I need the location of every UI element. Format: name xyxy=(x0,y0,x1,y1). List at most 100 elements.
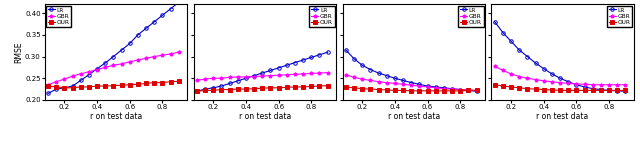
LR xyxy=(473,90,481,92)
Line: GBR: GBR xyxy=(46,50,180,86)
GBR xyxy=(367,80,374,81)
LR xyxy=(283,64,291,66)
LR xyxy=(167,8,175,10)
GBR xyxy=(456,89,464,90)
Line: OUR: OUR xyxy=(46,80,180,90)
GBR xyxy=(250,76,258,77)
LR xyxy=(605,90,613,91)
OUR xyxy=(367,88,374,90)
OUR xyxy=(307,86,315,87)
GBR xyxy=(499,70,507,71)
OUR xyxy=(242,88,250,90)
OUR xyxy=(540,89,548,90)
LR xyxy=(564,81,572,83)
LR xyxy=(77,80,84,81)
GBR xyxy=(374,81,382,83)
GBR xyxy=(142,57,150,59)
LR xyxy=(580,86,588,88)
LR xyxy=(515,49,523,51)
GBR xyxy=(109,64,117,66)
GBR xyxy=(383,82,390,83)
GBR xyxy=(275,74,282,76)
LR xyxy=(44,93,52,94)
LR xyxy=(134,34,141,36)
LR xyxy=(424,85,431,87)
OUR xyxy=(68,87,76,89)
OUR xyxy=(85,86,93,88)
LR xyxy=(250,75,258,77)
GBR xyxy=(175,51,182,53)
OUR xyxy=(465,90,472,91)
GBR xyxy=(316,72,323,74)
LR xyxy=(259,72,266,74)
GBR xyxy=(242,76,250,78)
LR xyxy=(109,56,117,57)
LR xyxy=(316,54,323,56)
GBR xyxy=(613,84,621,86)
GBR xyxy=(424,86,431,88)
LR xyxy=(234,80,242,82)
GBR xyxy=(68,75,76,77)
GBR xyxy=(515,76,523,77)
GBR xyxy=(218,77,225,79)
GBR xyxy=(150,56,158,57)
LR xyxy=(342,49,349,51)
GBR xyxy=(118,63,125,65)
OUR xyxy=(77,86,84,88)
GBR xyxy=(52,81,60,83)
GBR xyxy=(415,85,423,87)
LR xyxy=(93,68,101,70)
OUR xyxy=(93,85,101,87)
LR xyxy=(85,74,93,76)
OUR xyxy=(118,84,125,86)
LR xyxy=(291,62,299,64)
LR xyxy=(358,64,366,66)
LR xyxy=(597,89,605,90)
LR xyxy=(142,27,150,29)
Legend: LR, GBR, OUR: LR, GBR, OUR xyxy=(46,6,71,27)
LR xyxy=(367,69,374,70)
LR xyxy=(589,88,596,90)
Line: OUR: OUR xyxy=(493,83,627,92)
OUR xyxy=(316,85,323,87)
OUR xyxy=(456,90,464,92)
GBR xyxy=(85,71,93,73)
LR xyxy=(275,67,282,69)
LR xyxy=(440,87,448,89)
LR xyxy=(300,59,307,61)
OUR xyxy=(350,87,358,89)
GBR xyxy=(101,66,109,68)
OUR xyxy=(250,88,258,90)
OUR xyxy=(605,90,613,91)
OUR xyxy=(597,90,605,91)
OUR xyxy=(573,90,580,91)
OUR xyxy=(499,85,507,87)
OUR xyxy=(209,90,217,91)
LR xyxy=(209,87,217,89)
LR xyxy=(573,84,580,86)
LR xyxy=(175,1,182,3)
OUR xyxy=(448,90,456,92)
GBR xyxy=(358,78,366,80)
GBR xyxy=(193,80,201,81)
LR xyxy=(613,90,621,92)
GBR xyxy=(580,83,588,85)
LR xyxy=(383,75,390,77)
LR xyxy=(307,56,315,58)
OUR xyxy=(399,90,407,91)
GBR xyxy=(589,84,596,86)
GBR xyxy=(202,78,209,80)
OUR xyxy=(234,88,242,90)
OUR xyxy=(473,90,481,91)
OUR xyxy=(134,83,141,85)
LR xyxy=(399,80,407,81)
GBR xyxy=(440,88,448,90)
Y-axis label: RMSE: RMSE xyxy=(15,41,24,63)
GBR xyxy=(324,72,332,74)
GBR xyxy=(564,83,572,84)
OUR xyxy=(515,87,523,89)
GBR xyxy=(267,75,275,77)
OUR xyxy=(324,85,332,86)
OUR xyxy=(193,90,201,92)
OUR xyxy=(52,86,60,88)
